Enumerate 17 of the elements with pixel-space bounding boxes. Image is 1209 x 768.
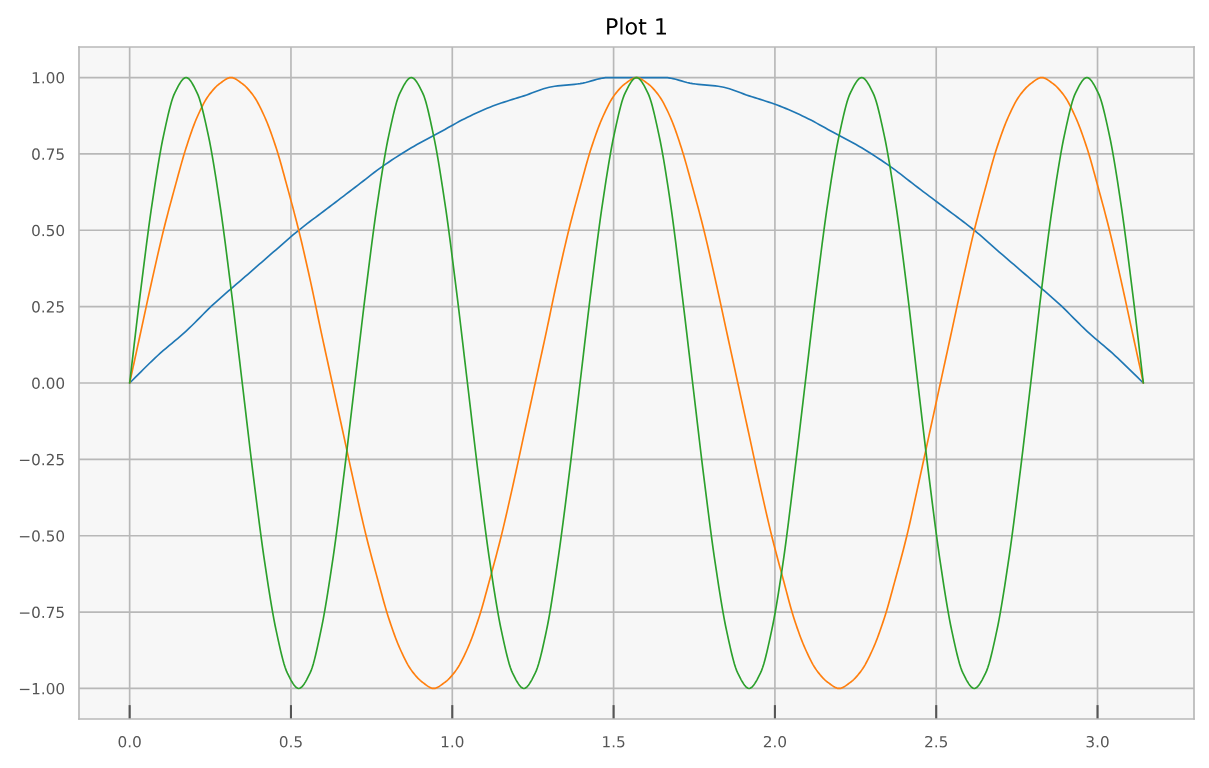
y-tick-label: 0.25 xyxy=(32,301,64,313)
x-tick-label: 2.5 xyxy=(925,735,948,748)
y-tick-label: −0.75 xyxy=(19,606,64,619)
y-tick-label: 0.75 xyxy=(32,148,64,160)
x-tick-label: 2.0 xyxy=(763,735,787,748)
x-tick-label: 0.5 xyxy=(279,735,302,748)
x-tick-label: 1.0 xyxy=(441,735,464,748)
y-tick-label: 1.00 xyxy=(32,72,65,84)
x-tick-label: 3.0 xyxy=(1086,735,1109,748)
y-tick-label: −0.50 xyxy=(19,530,65,542)
y-tick-label: −0.25 xyxy=(19,453,64,466)
y-tick-label: −1.00 xyxy=(19,682,65,695)
x-tick-label: 0.0 xyxy=(118,735,141,748)
x-tick-label: 1.5 xyxy=(603,736,625,748)
chart-title: Plot 1 xyxy=(607,17,666,35)
y-tick-label: 0.00 xyxy=(32,377,65,390)
y-tick-label: 0.50 xyxy=(32,224,65,237)
